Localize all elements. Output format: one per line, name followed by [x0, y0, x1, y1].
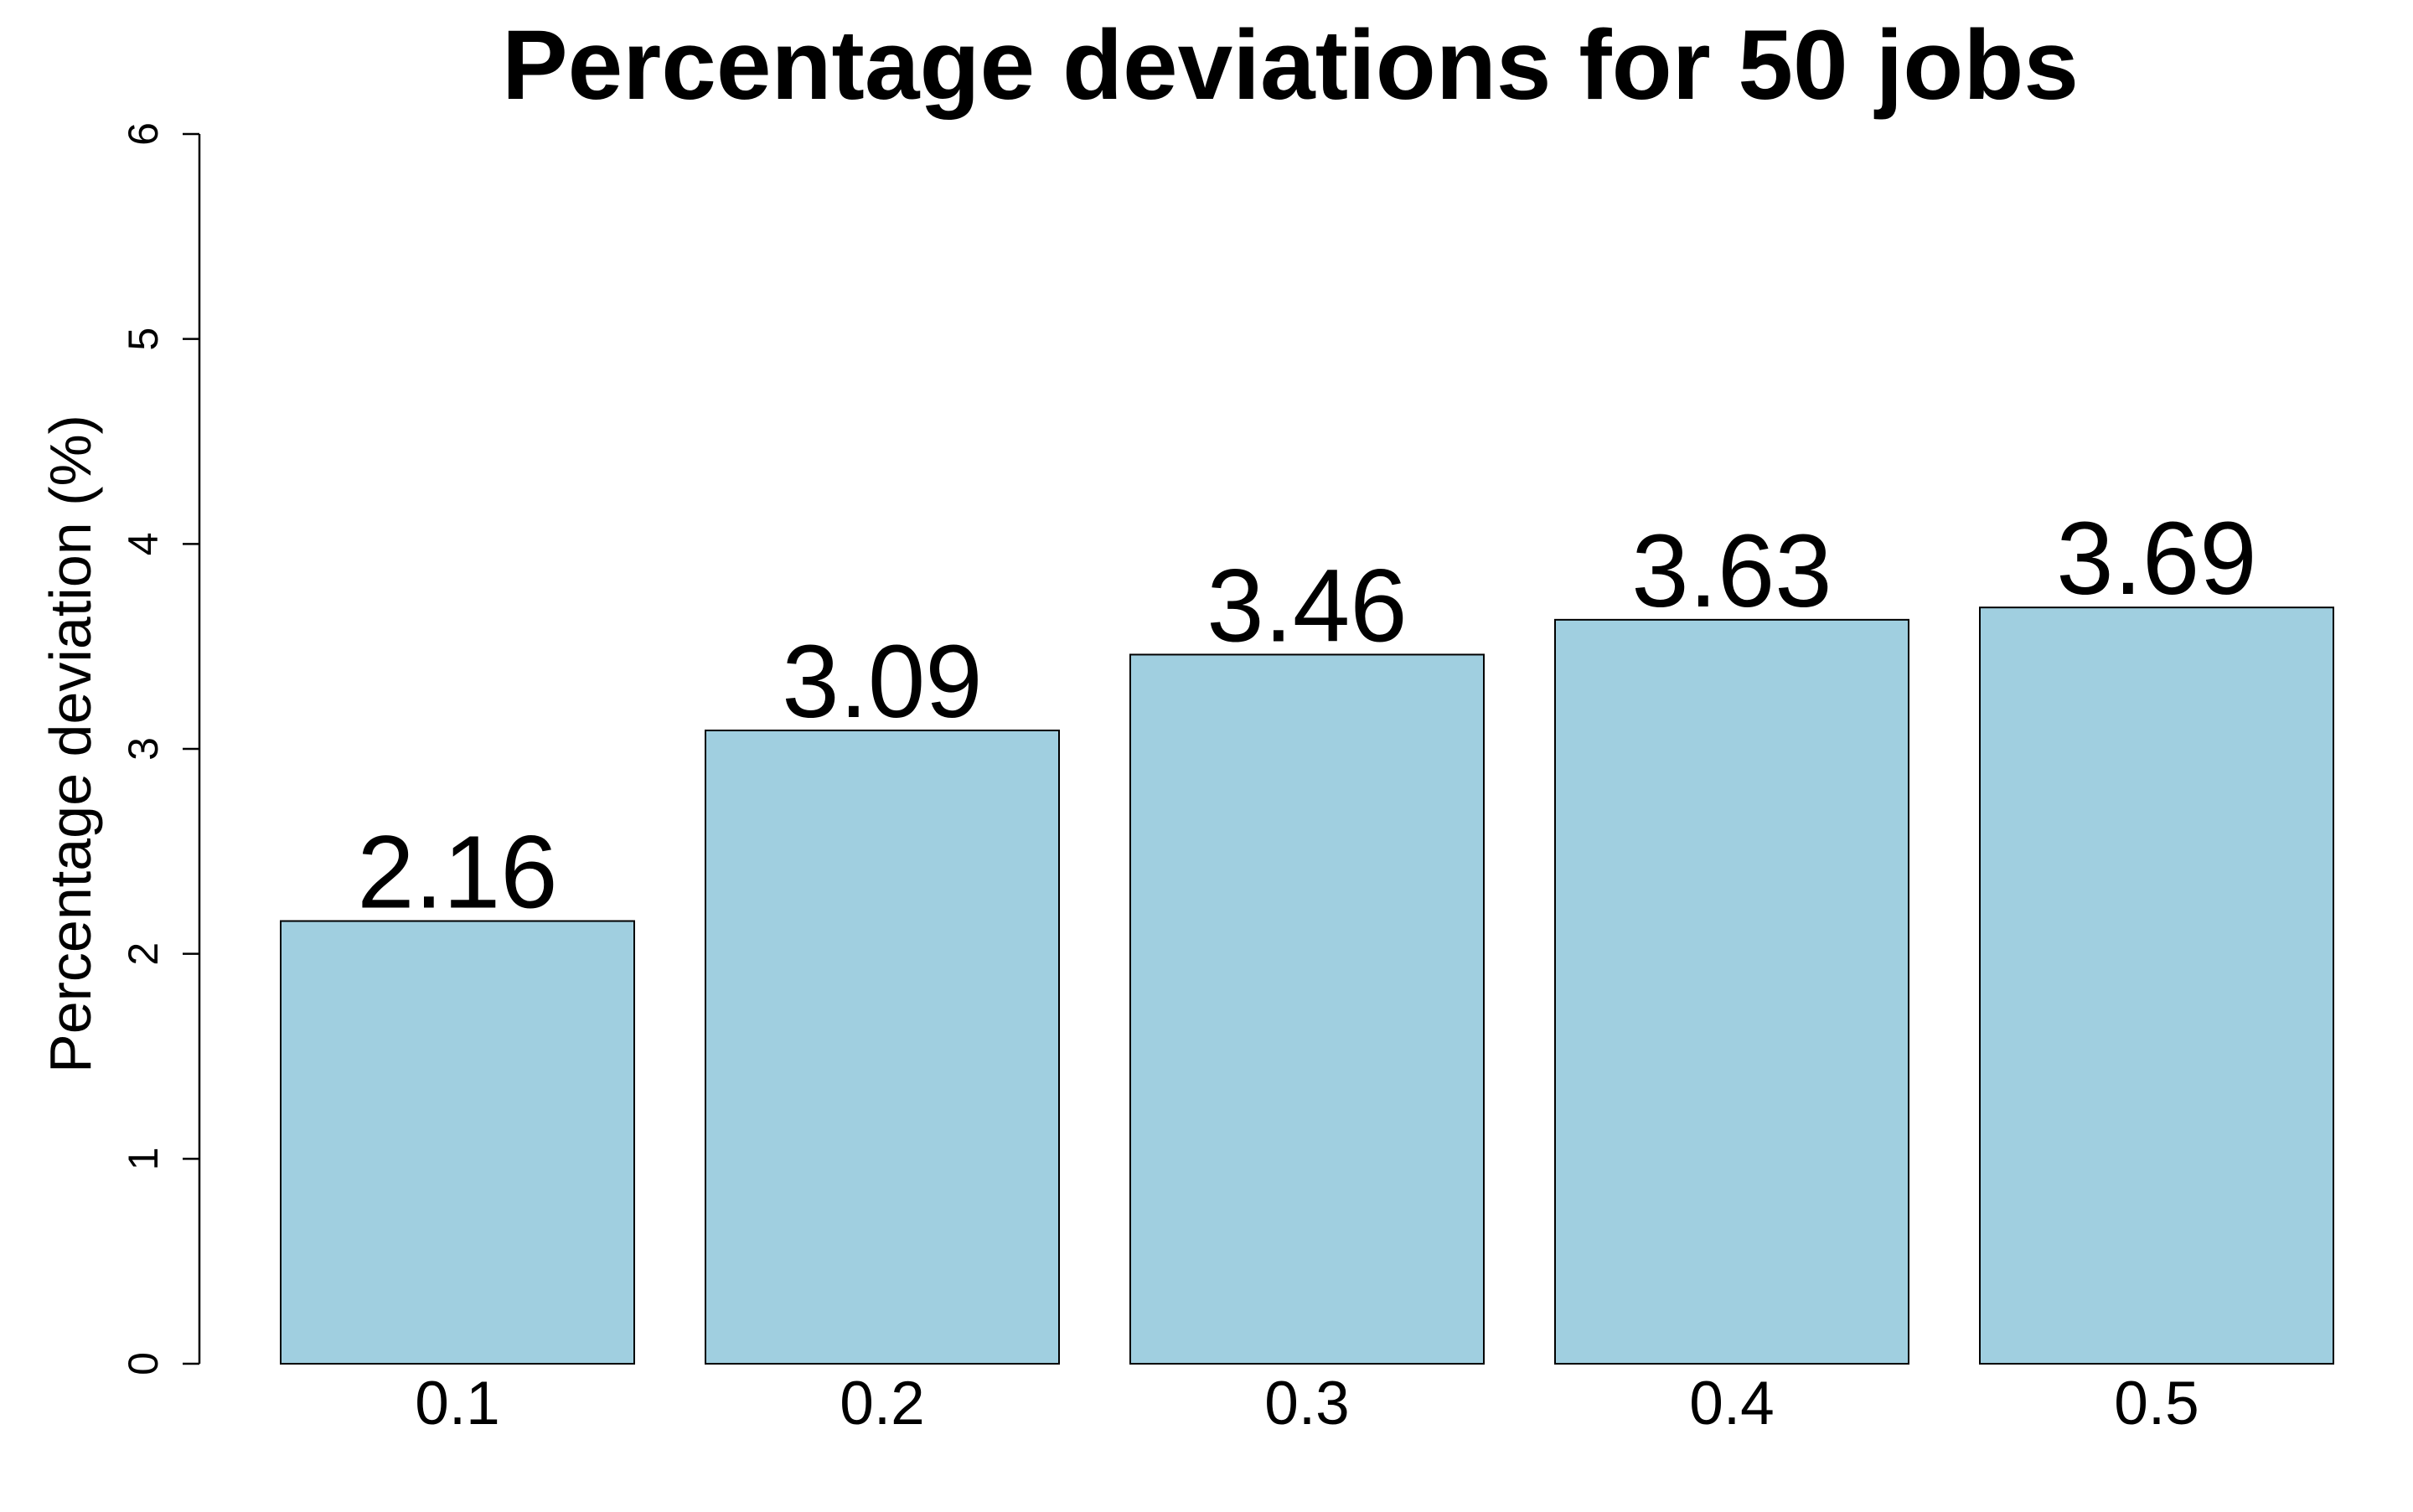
data-labels-group: 2.16 3.09 3.46 3.63 3.69 — [357, 502, 2256, 930]
bar-value-label: 3.63 — [1631, 514, 1832, 629]
y-tick-label: 3 — [120, 737, 167, 761]
x-tick-label: 0.2 — [840, 1370, 924, 1437]
y-axis: 0 1 2 3 4 5 6 — [120, 122, 201, 1375]
x-tick-label: 0.1 — [415, 1370, 499, 1437]
x-tick-label: 0.5 — [2114, 1370, 2199, 1437]
y-tick-label: 5 — [120, 328, 167, 351]
bar — [1129, 653, 1485, 1365]
y-tick-label: 0 — [120, 1352, 167, 1375]
y-axis-label: Percentage deviation (%) — [38, 415, 103, 1073]
y-tick-label: 2 — [120, 942, 167, 966]
y-tick-label: 6 — [120, 122, 167, 146]
bars-group — [280, 606, 2334, 1365]
bar — [1554, 618, 1909, 1365]
bar — [705, 729, 1060, 1365]
bar-value-label: 2.16 — [357, 816, 557, 931]
bar-value-label: 3.69 — [2056, 502, 2256, 617]
x-tick-labels-group: 0.1 0.2 0.3 0.4 0.5 — [415, 1370, 2199, 1437]
bar — [280, 920, 635, 1365]
chart-title: Percentage deviations for 50 jobs — [502, 10, 2079, 121]
y-tick-label: 4 — [120, 532, 167, 555]
y-tick-label: 1 — [120, 1147, 167, 1170]
x-tick-label: 0.4 — [1689, 1370, 1774, 1437]
bar-value-label: 3.09 — [782, 625, 982, 740]
bar — [1979, 606, 2334, 1365]
x-tick-label: 0.3 — [1264, 1370, 1349, 1437]
bar-value-label: 3.46 — [1206, 549, 1407, 663]
